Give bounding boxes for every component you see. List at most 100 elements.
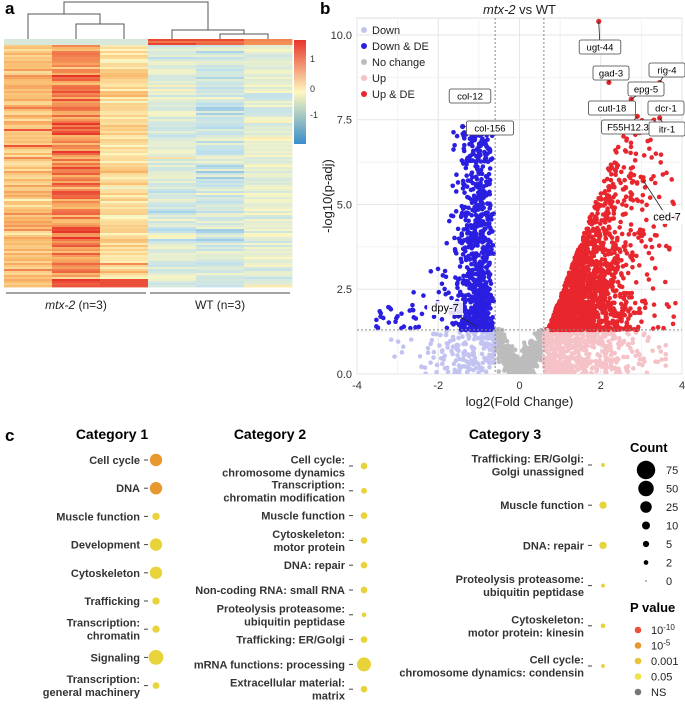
scatter-point [592,310,598,315]
heatmap-cell [244,195,293,198]
scatter-point [639,199,645,204]
scatter-point [591,237,596,243]
heatmap-cell [244,87,293,90]
scatter-point [479,212,484,218]
heatmap-cell [244,127,293,130]
heatmap-cell [148,149,197,152]
heatmap-cell [52,263,101,266]
scatter-point [562,354,567,359]
scatter-point [485,217,491,222]
heatmap-cell [52,191,101,194]
term-label: Cytoskeleton: [511,614,584,626]
scatter-point [457,264,463,269]
heatmap-cell [4,117,53,120]
heatmap-cell [196,131,245,134]
scatter-point [532,354,538,360]
gene-label-text: rig-4 [657,66,676,77]
heatmap-cell [4,199,53,202]
scatter-point [623,262,629,268]
scatter-point [612,288,617,294]
scatter-point [558,365,563,371]
scatter-point [639,233,645,239]
heatmap-cell [52,189,101,192]
heatmap-cell [148,191,197,194]
heatmap-cell [52,241,101,244]
scatter-point [586,299,592,305]
heatmap-cell [148,209,197,212]
heatmap-cell [4,179,53,182]
scatter-point [556,362,561,367]
scatter-point [656,344,662,350]
heatmap-cell [100,259,149,262]
heatmap-cell [244,275,293,278]
heatmap-cell [196,185,245,188]
heatmap-cell [196,43,245,46]
scatter-point [455,353,460,358]
scatter-point [477,302,483,307]
scatter-point [548,333,554,338]
scatter-point [553,354,559,359]
heatmap-cell [148,241,197,244]
heatmap-cell [52,165,101,168]
pvalue-legend-swatch [634,673,642,680]
scatter-point [628,227,633,233]
heatmap-cell [148,189,197,192]
heatmap-cell [4,239,53,242]
scatter-point [571,274,576,280]
heatmap-cell [148,81,197,84]
scatter-point [583,315,588,320]
heatmap-cell [196,65,245,68]
scatter-point [558,369,564,374]
heatmap-cell [148,145,197,148]
scatter-point [466,297,472,302]
heatmap-cell [52,67,101,70]
heatmap-cell [4,119,53,122]
scatter-point [466,313,472,319]
scatter-point [587,324,593,330]
scatter-point [501,332,507,337]
pvalue-legend-swatch [634,688,642,696]
heatmap-cell [148,67,197,70]
term-bubble [360,561,368,569]
scatter-point [619,312,625,318]
heatmap-cell [196,57,245,60]
heatmap-cell [4,43,53,46]
scatter-point [408,337,414,342]
heatmap-cell [4,207,53,210]
heatmap-cell [4,261,53,264]
heatmap-cell [100,207,149,210]
heatmap-cell [100,127,149,130]
heatmap-cell [148,253,197,256]
scatter-point [598,305,603,311]
term-bubble [152,597,160,605]
scatter-point [524,371,529,374]
heatmap-cell [196,89,245,92]
heatmap-group-label: mtx-2 (n=3) [45,298,107,312]
scatter-point [613,147,618,153]
heatmap-cell [100,255,149,258]
term-bubble [148,650,164,665]
heatmap-cell [100,131,149,134]
heatmap-cell [244,93,293,96]
legend-label: No change [372,57,425,69]
heatmap-cell [100,167,149,170]
heatmap-cell [100,235,149,238]
scatter-point [488,202,493,208]
heatmap-cell [4,203,53,206]
heatmap-cell [100,87,149,90]
heatmap-cell [148,169,197,172]
heatmap-cell [100,257,149,260]
scatter-point [612,229,618,235]
scatter-point [615,199,621,204]
scatter-point [462,136,467,141]
scatter-point [604,315,610,320]
heatmap-cell [244,51,293,54]
heatmap-cell [52,123,101,126]
heatmap-cell [148,117,197,120]
heatmap-cell [196,233,245,236]
scatter-point [468,187,474,193]
term-label: chromatin [87,631,140,643]
scatter-point [458,214,464,220]
scatter-point [594,219,599,225]
scatter-point [469,261,474,267]
